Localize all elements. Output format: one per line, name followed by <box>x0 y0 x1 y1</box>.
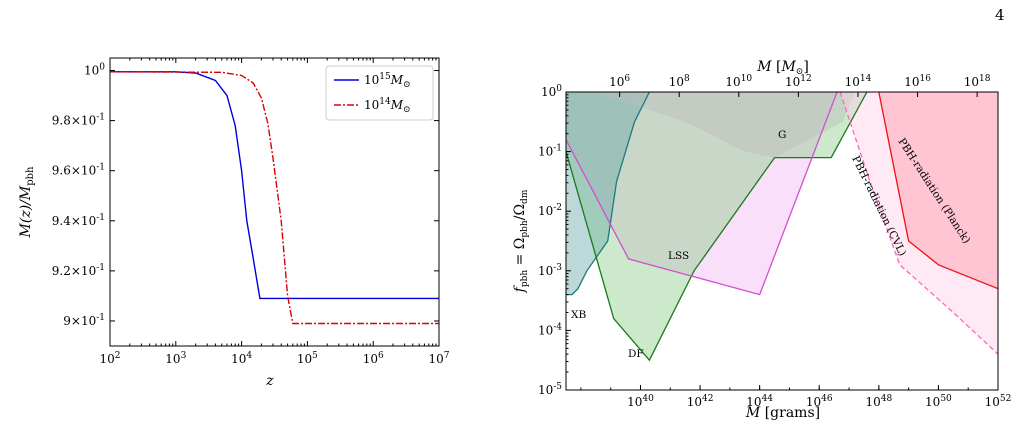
left-ticks: 102 103 104 105 106 107 100 9.8×10-1 9.6×10-1 9.4… <box>52 58 450 366</box>
region-edge-df <box>566 92 868 362</box>
left-legend: 1015M⊙ 1014M⊙ <box>325 65 434 121</box>
x2-tick-label: 1018 <box>964 74 991 89</box>
region-fill-lss <box>566 92 838 295</box>
y-tick-label: 10-4 <box>538 322 562 337</box>
x-tick-label: 103 <box>165 351 186 366</box>
x-tick-label: 102 <box>99 351 120 366</box>
x2-tick-label: 1012 <box>785 74 812 89</box>
x2-tick-label: 1016 <box>904 74 931 89</box>
x-tick-label: 105 <box>297 351 318 366</box>
right-top-axis-label: M [M⊙] <box>756 59 809 77</box>
x2-tick-label: 1014 <box>845 74 872 89</box>
x-tick-label: 1048 <box>865 394 892 409</box>
page-number: 4 <box>995 6 1005 24</box>
y-tick-label: 100 <box>84 63 105 78</box>
label-g: G <box>778 129 786 141</box>
region-fill-df <box>566 92 867 361</box>
legend-label-1e15: 1015M⊙ <box>364 72 411 90</box>
region-edge-lss <box>566 92 838 296</box>
left-y-axis-label: M(z)/Mpbh <box>18 166 36 238</box>
x-tick-label: 1046 <box>806 394 833 409</box>
x-tick-label: 107 <box>428 351 449 366</box>
y-tick-label: 9.2×10-1 <box>52 263 105 278</box>
x-tick-label: 1044 <box>746 394 773 409</box>
region-fill-pbh-cvl <box>840 92 998 355</box>
y-tick-label: 9×10-1 <box>63 313 105 328</box>
legend-label-1e14: 1014M⊙ <box>364 97 411 115</box>
right-ticks: 1040 1042 1044 1046 1048 1050 1052 106 108 1010 10… <box>538 74 1011 409</box>
x2-tick-label: 1010 <box>725 74 752 89</box>
right-y-axis-label: fpbh = Ωpbh/Ωdm <box>512 189 530 293</box>
label-lss: LSS <box>668 250 689 262</box>
left-axes-frame <box>109 57 440 347</box>
x2-tick-label: 106 <box>609 74 630 89</box>
left-chart: 102 103 104 105 106 107 100 9.8×10-1 9.6×10-1 9.4… <box>18 57 450 389</box>
region-edge-xb <box>566 92 650 296</box>
y-tick-label: 10-3 <box>538 263 562 278</box>
x2-tick-label: 108 <box>669 74 690 89</box>
region-edge-pbh-cvl <box>839 92 998 355</box>
right-axes-frame <box>565 91 999 391</box>
region-edge-pbh-planck <box>878 92 998 290</box>
label-df: DF <box>628 348 644 360</box>
left-x-axis-label: z <box>265 373 274 389</box>
region-fill-xb <box>566 92 656 295</box>
y-tick-label: 10-1 <box>538 144 562 159</box>
x-tick-label: 104 <box>231 351 252 366</box>
region-fill-g <box>566 92 855 158</box>
x-tick-label: 1052 <box>985 394 1012 409</box>
right-x-axis-label: M [grams] <box>745 405 820 421</box>
x-tick-label: 1042 <box>687 394 714 409</box>
x-tick-label: 1050 <box>925 394 952 409</box>
right-plot-area <box>566 92 998 362</box>
x-tick-label: 106 <box>363 351 384 366</box>
right-chart: 1040 1042 1044 1046 1048 1050 1052 106 108 1010 10… <box>512 59 1011 421</box>
label-xb: XB <box>571 309 586 321</box>
y-tick-label: 10-2 <box>538 203 562 218</box>
y-tick-label: 9.8×10-1 <box>52 113 105 128</box>
x-tick-label: 1040 <box>627 394 654 409</box>
left-plot-area <box>110 71 439 325</box>
y-tick-label: 10-5 <box>538 382 562 397</box>
y-tick-label: 9.4×10-1 <box>52 213 105 228</box>
y-tick-label: 100 <box>541 84 562 99</box>
series-line-1 <box>110 71 439 325</box>
y-tick-label: 9.6×10-1 <box>52 163 105 178</box>
